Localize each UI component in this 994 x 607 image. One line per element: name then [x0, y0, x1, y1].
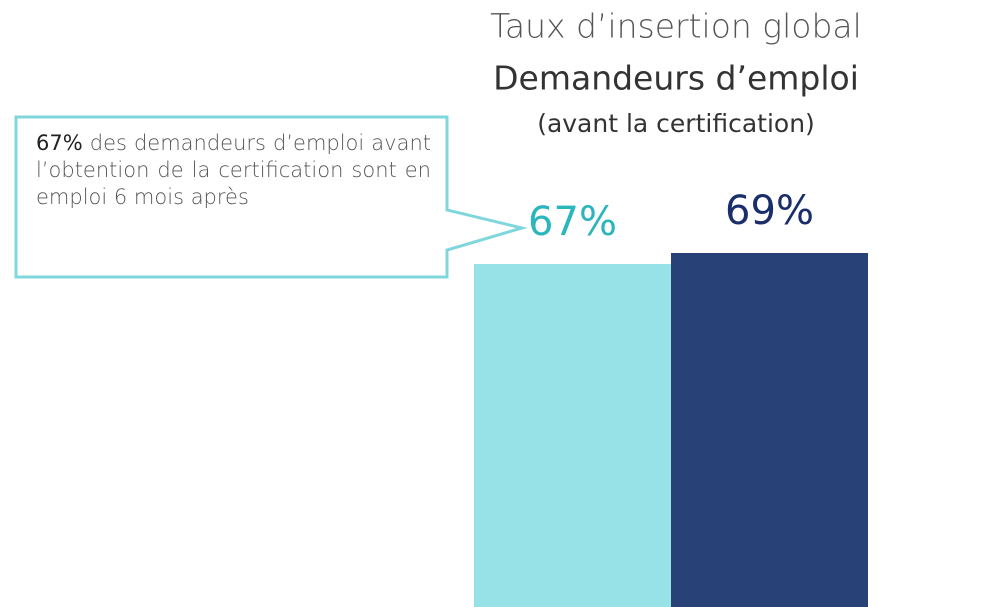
- callout-text: 67% des demandeurs d’emploi avant l’obte…: [36, 130, 431, 211]
- callout-bold: 67%: [36, 131, 83, 155]
- callout-box: [14, 115, 528, 279]
- chart-subtitle: Demandeurs d’emploi: [493, 59, 859, 98]
- callout-body: des demandeurs d’emploi avant l’obtentio…: [36, 131, 431, 209]
- bar: [474, 264, 671, 607]
- bar: [671, 253, 868, 607]
- value-label: 67%: [528, 199, 617, 245]
- chart-title: Taux d’insertion global: [490, 7, 862, 46]
- value-label: 69%: [725, 188, 814, 234]
- chart-subtitle-2: (avant la certification): [537, 109, 815, 138]
